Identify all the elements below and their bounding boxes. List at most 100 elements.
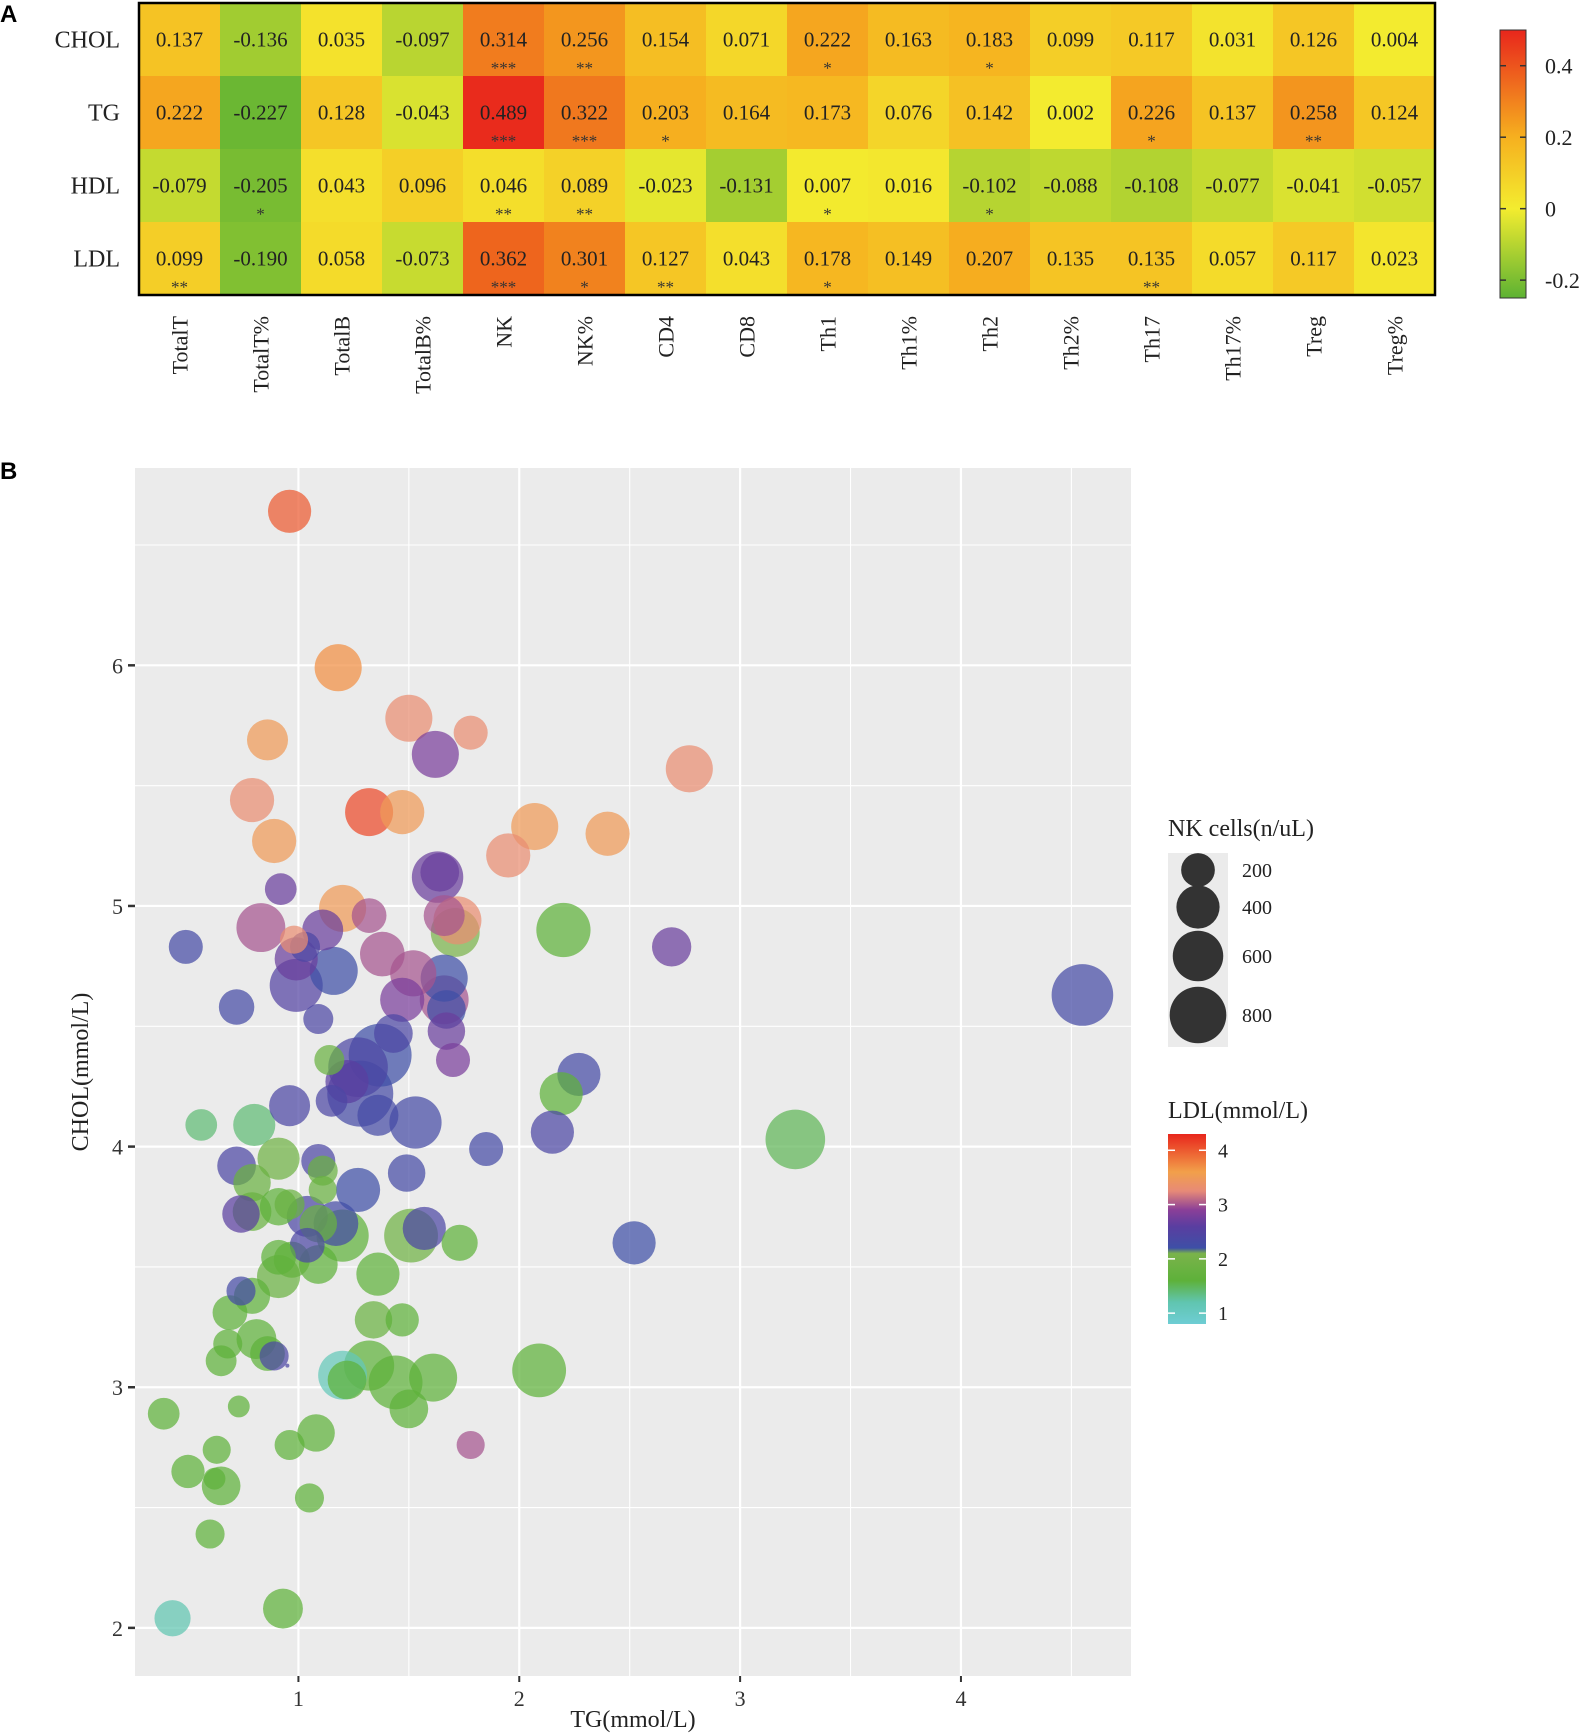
heatmap-cell [787, 222, 869, 296]
scatter-plot: 1 2 3 4 2 3 4 5 6 TG(mmol/L) CHOL(mmol/L) [68, 468, 1131, 1733]
scatter-points [147, 489, 1114, 1637]
y-tick-label: 3 [112, 1375, 123, 1400]
heatmap-cell [301, 222, 383, 296]
heatmap-cell-value: 0.004 [1371, 28, 1419, 52]
colorbar-tick-label: 0 [1545, 197, 1556, 222]
heatmap-cell [1192, 222, 1274, 296]
heatmap-cell [1030, 76, 1112, 150]
heatmap-column-label: Treg [1302, 316, 1327, 357]
heatmap-cell-value: 0.089 [561, 174, 608, 198]
heatmap-cell-value: 0.301 [561, 247, 608, 271]
size-legend-key [1172, 930, 1224, 982]
data-point [387, 1154, 426, 1192]
significance-stars: * [823, 205, 832, 224]
heatmap-cell [1111, 222, 1193, 296]
heatmap-cell-value: 0.137 [156, 28, 203, 52]
heatmap-cell-value: -0.041 [1286, 174, 1340, 198]
heatmap-column-label: Treg% [1383, 316, 1408, 375]
heatmap-cell-value: 0.128 [318, 101, 365, 125]
heatmap-row-label: LDL [73, 247, 120, 273]
color-legend: LDL(mmol/L) 4 3 2 1 [1168, 1098, 1308, 1325]
heatmap-cell [463, 76, 545, 150]
heatmap-cell-value: 0.099 [1047, 28, 1094, 52]
heatmap-cell [220, 149, 302, 223]
heatmap-cell-value: 0.173 [804, 101, 851, 125]
heatmap-cell [868, 149, 950, 223]
heatmap-cell-value: 0.226 [1128, 101, 1175, 125]
data-point [389, 1389, 429, 1429]
size-legend-label: 600 [1242, 946, 1272, 968]
data-point [409, 1353, 458, 1402]
data-point [257, 1137, 300, 1180]
heatmap-cell-value: -0.073 [395, 247, 449, 271]
x-tick-label: 2 [514, 1686, 525, 1711]
heatmap-cell [544, 149, 626, 223]
color-legend-label: 4 [1218, 1140, 1228, 1162]
heatmap-column-label: CD4 [654, 316, 679, 358]
heatmap-cell-value: 0.203 [642, 101, 689, 125]
heatmap-cell [787, 3, 869, 77]
heatmap-cell-value: 0.071 [723, 28, 770, 52]
heatmap-cell [949, 3, 1031, 77]
data-point [665, 745, 713, 793]
data-point [423, 895, 465, 937]
heatmap-cell-value: 0.135 [1047, 247, 1094, 271]
data-point [297, 1414, 335, 1452]
significance-stars: * [985, 205, 994, 224]
heatmap-cell [1192, 76, 1274, 150]
data-point [435, 1042, 471, 1077]
heatmap-cell-value: 0.207 [966, 247, 1013, 271]
heatmap-colorbar: 0.4 0.2 0 -0.2 [1499, 29, 1580, 299]
heatmap-cell-value: 0.222 [804, 28, 851, 52]
data-point [536, 902, 591, 958]
y-tick-label: 2 [112, 1616, 123, 1641]
significance-stars: ** [576, 59, 593, 78]
heatmap-cell-value: -0.023 [638, 174, 692, 198]
data-point [154, 1600, 191, 1637]
data-point [402, 1206, 446, 1251]
heatmap-cell-value: 0.031 [1209, 28, 1256, 52]
color-legend-label: 1 [1218, 1303, 1228, 1325]
x-tick-label: 4 [955, 1686, 966, 1711]
data-point [1051, 964, 1114, 1026]
heatmap-cell [220, 222, 302, 296]
heatmap-cell [1273, 3, 1355, 77]
heatmap-cell [868, 76, 950, 150]
heatmap-cell [301, 3, 383, 77]
heatmap-cell [1273, 149, 1355, 223]
heatmap-cell-value: 0.149 [885, 247, 932, 271]
data-point [335, 1167, 381, 1213]
data-point [389, 1096, 442, 1149]
data-point [268, 489, 312, 533]
data-point [456, 1430, 485, 1460]
data-point [252, 818, 297, 864]
heatmap-cell-value: -0.043 [395, 101, 449, 125]
colorbar-tick-label: 0.4 [1545, 54, 1573, 79]
significance-stars: * [823, 59, 832, 78]
heatmap-cell [139, 149, 221, 223]
panel-label-a: A [0, 1, 17, 28]
heatmap-cell [382, 3, 464, 77]
data-point [359, 931, 405, 977]
significance-stars: ** [657, 278, 674, 297]
size-legend-items: 200 400 600 800 [1169, 853, 1272, 1044]
data-point [314, 644, 362, 692]
size-legend-label: 200 [1242, 860, 1272, 882]
heatmap-cell-value: 0.023 [1371, 247, 1418, 271]
heatmap-cell [625, 149, 707, 223]
heatmap-column-labels: TotalT TotalT% TotalB TotalB% NK NK% CD4 CD8 Th1… [168, 315, 1408, 393]
heatmap-cell [1030, 3, 1112, 77]
data-point [222, 1195, 260, 1233]
heatmap-cell-value: -0.088 [1043, 174, 1097, 198]
heatmap-column-label: Th17% [1221, 316, 1246, 381]
heatmap-column-label: Th2% [1059, 316, 1084, 370]
heatmap-cell-value: 0.002 [1047, 101, 1094, 125]
significance-stars: * [256, 205, 265, 224]
data-point [203, 1467, 226, 1490]
heatmap-column-label: NK% [573, 316, 598, 366]
heatmap-cell [787, 149, 869, 223]
size-legend-key [1176, 885, 1220, 929]
heatmap-cell-value: 0.043 [318, 174, 365, 198]
heatmap-cell [382, 76, 464, 150]
size-legend-key [1181, 853, 1215, 887]
